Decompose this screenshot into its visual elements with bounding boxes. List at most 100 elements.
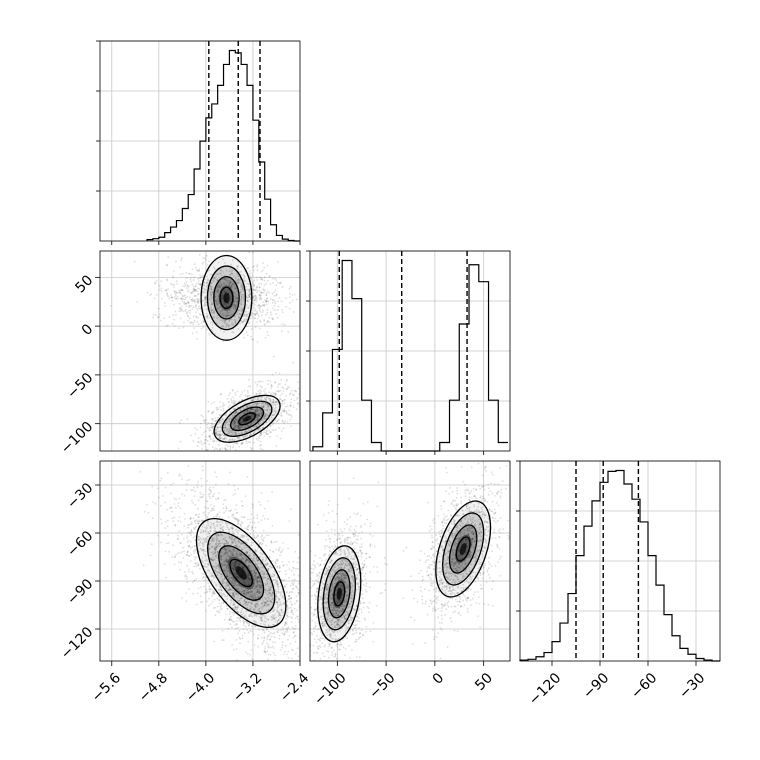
sample-point xyxy=(279,566,282,569)
sample-point xyxy=(232,554,234,557)
sample-point xyxy=(288,561,290,563)
sample-point xyxy=(261,620,264,622)
sample-point xyxy=(232,607,235,609)
sample-point xyxy=(174,524,177,527)
sample-point xyxy=(206,426,209,429)
sample-point xyxy=(257,590,260,593)
sample-point xyxy=(271,592,274,594)
sample-point xyxy=(264,604,266,607)
sample-point xyxy=(217,303,219,305)
sample-point xyxy=(230,541,233,544)
sample-point xyxy=(223,553,226,555)
sample-point xyxy=(223,618,226,621)
sample-point xyxy=(256,590,259,593)
sample-point xyxy=(247,572,250,575)
sample-point xyxy=(266,603,269,606)
scatter-points-layer xyxy=(110,251,510,661)
sample-point xyxy=(213,569,216,572)
sample-point xyxy=(243,314,246,317)
sample-point xyxy=(221,320,224,322)
sample-point xyxy=(211,321,214,324)
sample-point xyxy=(202,545,205,548)
sample-point xyxy=(214,549,216,552)
sample-point xyxy=(237,278,240,281)
sample-point xyxy=(182,557,185,559)
sample-point xyxy=(235,277,237,280)
sample-point xyxy=(275,410,277,412)
sample-point xyxy=(201,600,204,603)
sample-point xyxy=(219,587,222,589)
sample-point xyxy=(220,325,223,328)
sample-point xyxy=(257,560,260,562)
sample-point xyxy=(300,536,302,538)
sample-point xyxy=(252,283,255,286)
sample-point xyxy=(254,419,257,422)
sample-point xyxy=(234,606,237,609)
sample-point xyxy=(254,408,257,411)
sample-point xyxy=(270,600,272,603)
sample-point xyxy=(245,601,247,603)
sample-point xyxy=(198,535,200,538)
sample-point xyxy=(241,574,244,577)
sample-point xyxy=(171,300,174,302)
sample-point xyxy=(200,493,203,496)
sample-point xyxy=(230,589,233,591)
sample-point xyxy=(252,408,254,411)
sample-point xyxy=(245,317,248,320)
sample-point xyxy=(252,426,255,428)
sample-point xyxy=(243,435,246,437)
sample-point xyxy=(225,299,228,301)
sample-point xyxy=(168,447,170,449)
sample-point xyxy=(282,542,284,544)
sample-point xyxy=(273,579,275,581)
sample-point xyxy=(235,400,237,403)
sample-point xyxy=(272,399,275,402)
sample-point xyxy=(227,556,230,558)
sample-point xyxy=(234,425,237,428)
sample-point xyxy=(229,309,231,312)
sample-point xyxy=(284,621,287,623)
sample-point xyxy=(227,325,230,328)
sample-point xyxy=(235,518,238,521)
sample-point xyxy=(201,263,204,265)
sample-point xyxy=(198,538,200,540)
sample-point xyxy=(241,426,244,429)
sample-point xyxy=(276,601,279,604)
sample-point xyxy=(233,438,236,441)
sample-point xyxy=(240,309,243,312)
sample-point xyxy=(256,408,259,410)
sample-point xyxy=(234,569,237,571)
sample-point xyxy=(250,594,253,597)
sample-point xyxy=(237,611,239,613)
sample-point xyxy=(235,296,238,299)
sample-point xyxy=(191,283,194,286)
sample-point xyxy=(217,444,220,447)
sample-point xyxy=(268,603,270,606)
sample-point xyxy=(242,534,245,537)
sample-point xyxy=(270,601,273,603)
sample-point xyxy=(224,423,227,426)
sample-point xyxy=(264,556,267,559)
sample-point xyxy=(274,302,276,305)
sample-point xyxy=(237,425,240,428)
sample-point xyxy=(249,287,252,290)
sample-point xyxy=(185,592,188,595)
sample-point xyxy=(259,586,262,589)
sample-point xyxy=(203,541,206,544)
sample-point xyxy=(264,616,266,619)
sample-point xyxy=(261,448,264,451)
sample-point xyxy=(257,407,259,410)
sample-point xyxy=(256,383,259,386)
hist-grid-2 xyxy=(520,460,720,661)
sample-point xyxy=(241,283,243,286)
sample-point xyxy=(239,597,242,600)
sample-point xyxy=(249,423,252,425)
sample-point xyxy=(274,654,277,657)
sample-point xyxy=(276,281,279,284)
sample-point xyxy=(184,298,187,301)
sample-point xyxy=(265,601,267,603)
sample-point xyxy=(257,414,260,416)
sample-point xyxy=(173,286,175,288)
sample-point xyxy=(275,616,278,619)
sample-point xyxy=(173,324,176,327)
